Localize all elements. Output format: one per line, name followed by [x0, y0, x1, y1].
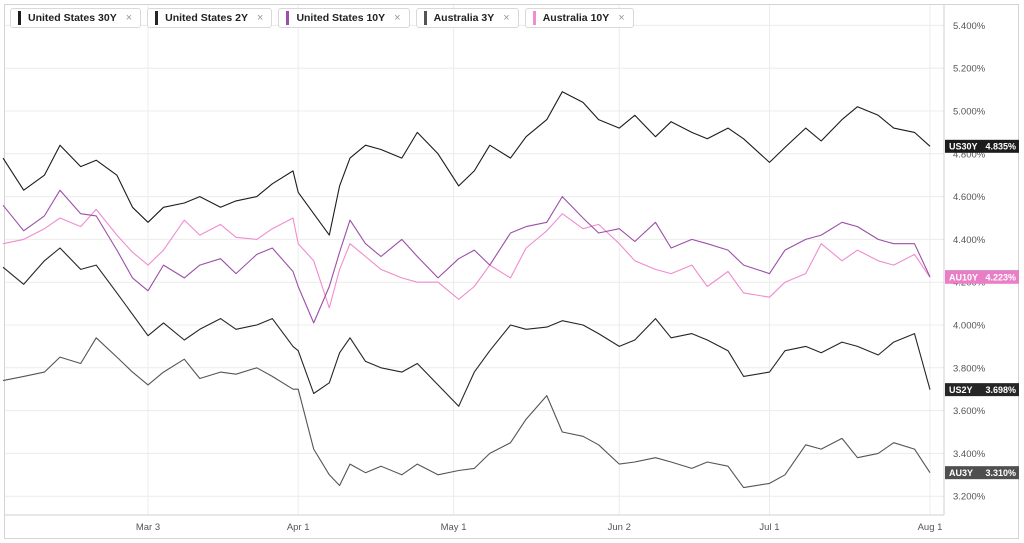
legend-label: Australia 3Y	[433, 12, 495, 24]
y-tick-label: 3.600%	[953, 406, 986, 417]
x-tick-label: Apr 1	[287, 522, 310, 533]
close-icon[interactable]: ×	[257, 12, 264, 24]
series-line-us10y	[2, 189, 931, 324]
value-badge-name: AU10Y	[949, 273, 978, 283]
legend-swatch	[423, 11, 427, 25]
close-icon[interactable]: ×	[618, 12, 625, 24]
y-tick-label: 4.400%	[953, 235, 986, 246]
legend-chip[interactable]: Australia 10Y ×	[524, 8, 634, 28]
series-line-au10y	[2, 208, 931, 309]
value-badge	[945, 139, 1019, 153]
legend-chip[interactable]: United States 2Y ×	[147, 8, 273, 28]
close-icon[interactable]: ×	[503, 12, 510, 24]
value-badge-name: US30Y	[949, 142, 978, 152]
series-line-au3y	[2, 337, 931, 489]
legend-label: United States 30Y	[28, 12, 117, 24]
x-tick-label: Mar 3	[136, 522, 160, 533]
value-badge-name: AU3Y	[949, 468, 973, 478]
value-badge	[945, 466, 1019, 480]
value-badge-value: 3.698%	[985, 385, 1016, 395]
value-badge-value: 3.310%	[985, 468, 1016, 478]
value-badge	[945, 383, 1019, 397]
legend-label: United States 10Y	[296, 12, 386, 24]
y-tick-label: 3.200%	[953, 492, 986, 503]
close-icon[interactable]: ×	[125, 12, 133, 24]
value-badge-value: 4.835%	[985, 142, 1016, 152]
legend-swatch	[286, 11, 290, 25]
y-tick-label: 5.200%	[953, 64, 986, 75]
y-tick-label: 3.400%	[953, 449, 986, 460]
y-tick-label: 5.000%	[953, 107, 986, 118]
y-tick-label: 4.000%	[953, 321, 986, 332]
legend-chip[interactable]: United States 30Y ×	[10, 8, 142, 28]
close-icon[interactable]: ×	[394, 12, 401, 24]
value-badge-value: 4.223%	[985, 273, 1016, 283]
series-line-us30y	[2, 91, 931, 236]
y-tick-label: 3.800%	[953, 363, 986, 374]
x-tick-label: Jul 1	[759, 522, 779, 533]
y-tick-label: 4.800%	[953, 149, 986, 160]
legend-swatch	[155, 11, 159, 25]
x-tick-label: Jun 2	[608, 522, 631, 533]
x-tick-label: May 1	[441, 522, 467, 533]
value-badge-name: US2Y	[949, 385, 973, 395]
legend-swatch	[532, 11, 536, 25]
y-tick-label: 4.600%	[953, 192, 986, 203]
legend-chip[interactable]: United States 10Y ×	[278, 8, 410, 28]
legend: United States 30Y × United States 2Y × Unite…	[10, 8, 634, 28]
legend-label: United States 2Y	[165, 12, 248, 24]
y-tick-label: 5.400%	[953, 21, 986, 32]
x-tick-label: Aug 1	[918, 522, 943, 533]
series-line-us2y	[2, 247, 931, 407]
value-badge	[945, 270, 1019, 284]
legend-chip[interactable]: Australia 3Y ×	[415, 8, 519, 28]
legend-swatch	[18, 11, 21, 25]
legend-label: Australia 10Y	[542, 12, 610, 24]
